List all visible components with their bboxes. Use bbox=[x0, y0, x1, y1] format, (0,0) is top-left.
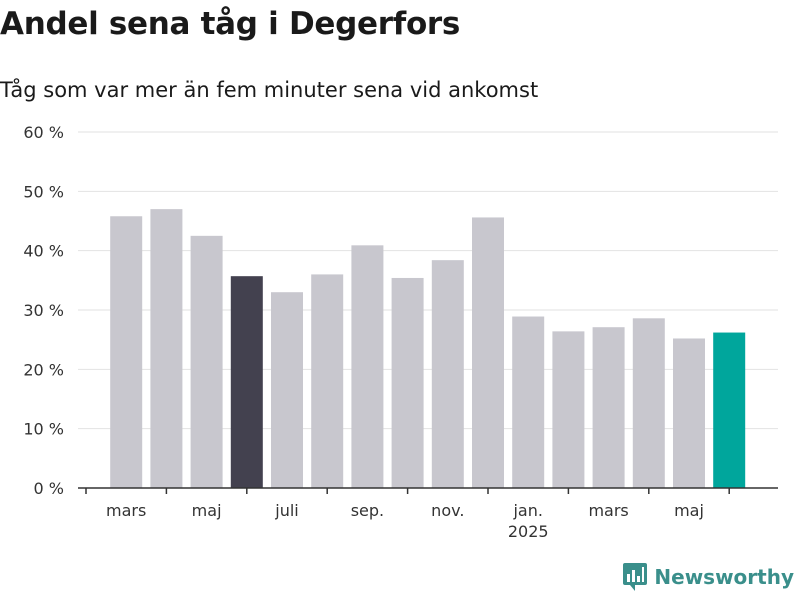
bar bbox=[230, 276, 263, 488]
x-tick-labels: mars maj juli sep. nov. jan. 2025 mars maj bbox=[106, 501, 704, 541]
bar bbox=[713, 332, 746, 488]
x-axis bbox=[78, 487, 778, 494]
y-tick-label: 50 % bbox=[23, 182, 64, 201]
bar bbox=[351, 245, 384, 488]
x-tick-label: juli bbox=[274, 501, 298, 520]
y-tick-label: 40 % bbox=[23, 242, 64, 261]
x-tick-label: maj bbox=[192, 501, 222, 520]
bar bbox=[150, 209, 183, 488]
bar bbox=[110, 216, 143, 488]
y-tick-labels: 0 % 10 % 20 % 30 % 40 % 50 % 60 % bbox=[23, 123, 64, 498]
bar bbox=[592, 327, 625, 488]
bar bbox=[512, 316, 545, 488]
bar bbox=[632, 318, 665, 488]
bar bbox=[311, 274, 344, 488]
bars bbox=[110, 209, 746, 488]
x-tick-label: jan. bbox=[512, 501, 542, 520]
y-tick-label: 30 % bbox=[23, 301, 64, 320]
bar bbox=[190, 235, 223, 488]
newsworthy-logo: Newsworthy bbox=[622, 562, 794, 592]
x-tick-label: sep. bbox=[351, 501, 384, 520]
brand-name: Newsworthy bbox=[654, 565, 794, 589]
x-tick-label: mars bbox=[106, 501, 146, 520]
chart-title: Andel sena tåg i Degerfors bbox=[0, 6, 461, 42]
bar bbox=[391, 277, 424, 488]
newsworthy-logo-icon bbox=[623, 563, 648, 591]
y-tick-label: 10 % bbox=[23, 420, 64, 439]
x-tick-label: nov. bbox=[431, 501, 464, 520]
bar bbox=[552, 331, 585, 488]
chart-subtitle: Tåg som var mer än fem minuter sena vid … bbox=[0, 78, 539, 102]
y-tick-label: 60 % bbox=[23, 123, 64, 142]
x-tick-label: mars bbox=[588, 501, 628, 520]
y-tick-label: 0 % bbox=[34, 479, 64, 498]
y-tick-label: 20 % bbox=[23, 360, 64, 379]
x-tick-label: maj bbox=[674, 501, 704, 520]
bar bbox=[431, 260, 464, 488]
bar bbox=[271, 292, 303, 488]
bar bbox=[673, 338, 705, 488]
bar bbox=[472, 217, 504, 488]
x-tick-year-label: 2025 bbox=[508, 522, 549, 541]
